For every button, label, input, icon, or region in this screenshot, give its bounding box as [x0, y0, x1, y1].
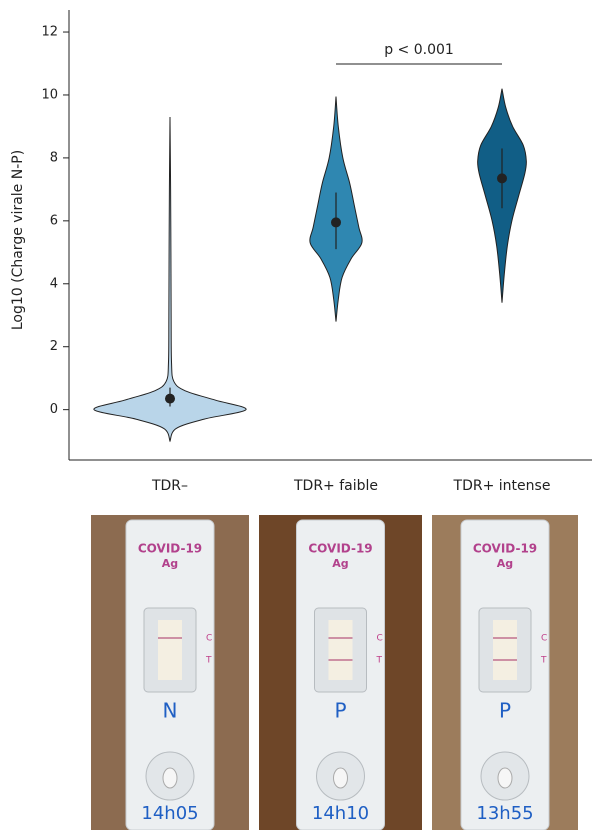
- test-strip: [158, 620, 182, 680]
- y-tick-label: 0: [50, 402, 58, 417]
- figure: Log10 (Charge virale N-P) 0 2 4 6 8 10 12 TDR– T…: [0, 0, 597, 830]
- sample-hole: [498, 768, 512, 788]
- t-label: T: [376, 656, 383, 666]
- sample-letter: N: [163, 699, 178, 723]
- sample-time: 13h55: [476, 803, 533, 824]
- y-tick-label: 6: [50, 213, 58, 228]
- c-label: C: [377, 634, 383, 644]
- brand-sub: Ag: [497, 557, 513, 570]
- brand-sub: Ag: [162, 557, 178, 570]
- sample-time: 14h05: [141, 803, 198, 824]
- y-axis-label: Log10 (Charge virale N-P): [10, 150, 26, 330]
- x-tick-label: TDR+ intense: [453, 478, 551, 494]
- brand-text: COVID-19: [138, 542, 202, 556]
- sample-hole: [334, 768, 348, 788]
- c-label: C: [206, 634, 212, 644]
- brand-sub: Ag: [332, 557, 348, 570]
- y-tick-label: 10: [41, 87, 58, 102]
- median-point: [497, 173, 507, 183]
- median-point: [165, 394, 175, 404]
- test-strip: [493, 620, 517, 680]
- annotation: p < 0.001: [384, 42, 454, 58]
- y-tick-label: 2: [50, 339, 58, 354]
- t-label: T: [205, 656, 212, 666]
- t-label: T: [540, 656, 547, 666]
- y-tick-label: 4: [50, 276, 58, 291]
- sample-letter: P: [334, 699, 346, 723]
- test-strip: [329, 620, 353, 680]
- c-label: C: [541, 634, 547, 644]
- y-tick-label: 12: [41, 25, 58, 40]
- brand-text: COVID-19: [308, 542, 372, 556]
- brand-text: COVID-19: [473, 542, 537, 556]
- y-tick-label: 8: [50, 150, 58, 165]
- sample-letter: P: [499, 699, 511, 723]
- sample-hole: [163, 768, 177, 788]
- median-point: [331, 217, 341, 227]
- x-tick-label: TDR–: [151, 478, 188, 494]
- x-tick-label: TDR+ faible: [293, 478, 378, 494]
- sample-time: 14h10: [312, 803, 369, 824]
